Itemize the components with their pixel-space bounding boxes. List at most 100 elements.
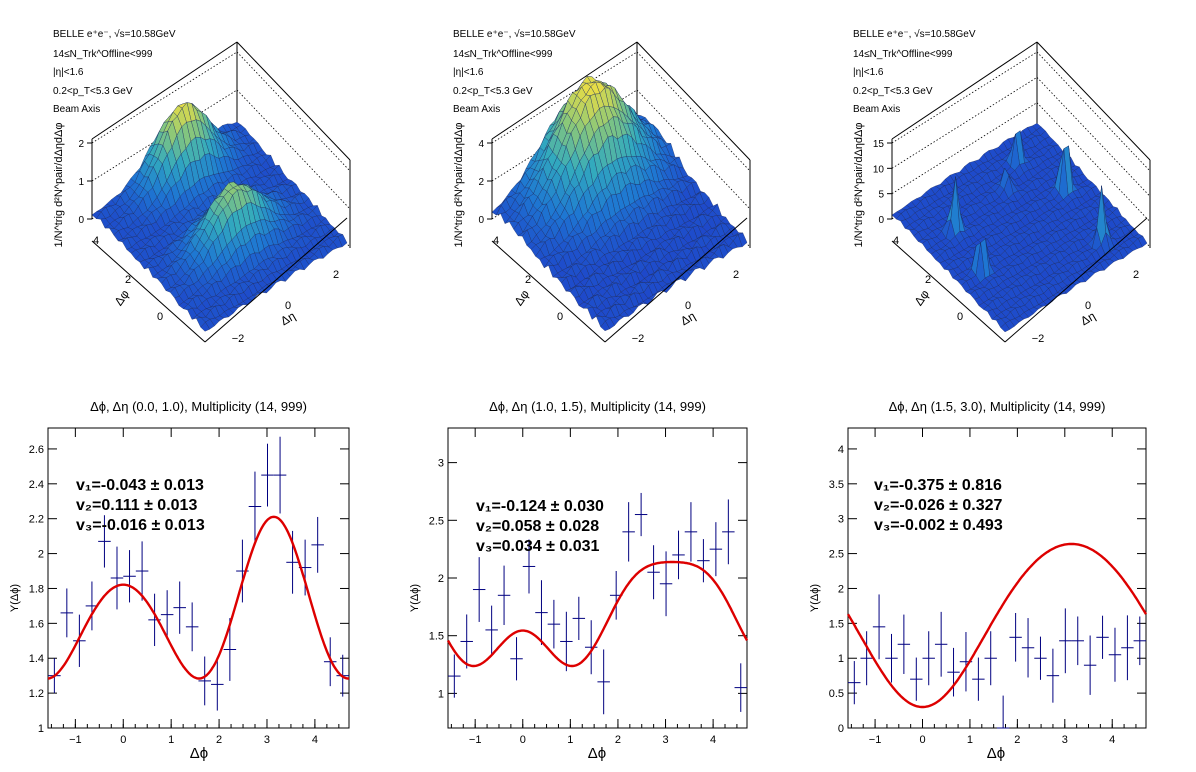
x-tick-label: 1 xyxy=(967,734,973,746)
wall-top-edge xyxy=(636,41,751,161)
info-line-1: BELLE e⁺e⁻, √s=10.58GeV xyxy=(53,28,176,40)
fit-label-v2: v₂=0.111 ± 0.013 xyxy=(76,497,197,514)
data-point xyxy=(448,654,461,698)
data-point xyxy=(547,599,561,649)
phi-axis xyxy=(91,240,206,343)
data-point xyxy=(947,647,960,697)
data-point xyxy=(885,633,898,683)
x-tick-label: 0 xyxy=(120,734,126,746)
y-tick-label: 1.6 xyxy=(29,618,44,630)
info-line-4: 0.2<p_T<5.3 GeV xyxy=(453,86,533,97)
phi-axis xyxy=(891,240,1006,343)
data-point xyxy=(1059,608,1072,674)
y-tick-label: 1.5 xyxy=(829,618,844,630)
data-point xyxy=(497,565,511,626)
plot-frame xyxy=(447,427,748,729)
fit-label-v1: v₁=-0.043 ± 0.013 xyxy=(76,477,204,494)
data-point xyxy=(160,590,174,640)
wall-gridline xyxy=(1036,77,1151,197)
y-tick-label: 2.5 xyxy=(429,515,444,527)
fit-panel-3: Δϕ, Δη (1.5, 3.0), Multiplicity (14, 999… xyxy=(809,399,1148,762)
y-tick-label: 1 xyxy=(38,723,44,735)
data-point xyxy=(684,502,698,562)
y-tick-label: 3 xyxy=(438,458,444,470)
info-line-3: |η|<1.6 xyxy=(453,67,484,78)
x-axis-label: Δϕ xyxy=(588,745,606,762)
eta-tick-label: −2 xyxy=(1032,333,1045,345)
data-point xyxy=(311,516,324,573)
data-point xyxy=(910,657,923,701)
data-point xyxy=(460,614,473,669)
data-point xyxy=(734,663,747,712)
data-point xyxy=(273,436,287,514)
y-tick-label: 3 xyxy=(838,514,844,526)
y-axis-label: Y(Δϕ) xyxy=(9,584,21,612)
panel-title: Δϕ, Δη (1.5, 3.0), Multiplicity (14, 999… xyxy=(889,399,1106,414)
x-axis-label: Δϕ xyxy=(987,745,1005,762)
info-line-4: 0.2<p_T<5.3 GeV xyxy=(53,86,133,97)
y-tick-label: 0 xyxy=(838,723,844,735)
eta-tick-label: −2 xyxy=(632,333,645,345)
phi-tick-label: 2 xyxy=(525,274,531,286)
wall-left-top-edge xyxy=(891,41,1038,140)
x-tick-label: 2 xyxy=(615,734,621,746)
wall-gridline xyxy=(1036,102,1151,222)
info-line-1: BELLE e⁺e⁻, √s=10.58GeV xyxy=(453,28,576,40)
wall-gridline xyxy=(91,51,238,144)
wall-left-top-edge xyxy=(91,41,238,140)
x-tick-label: 0 xyxy=(520,734,526,746)
wall-gridline xyxy=(1036,51,1151,172)
x-tick-label: 2 xyxy=(216,734,222,746)
fit-panel-2: Δϕ, Δη (1.0, 1.5), Multiplicity (14, 999… xyxy=(409,399,749,762)
info-line-3: |η|<1.6 xyxy=(853,67,884,78)
data-point xyxy=(1108,627,1122,682)
panel-title: Δϕ, Δη (1.0, 1.5), Multiplicity (14, 999… xyxy=(489,399,706,414)
wall-top-edge xyxy=(1036,41,1151,161)
x-tick-label: 3 xyxy=(264,734,270,746)
x-tick-label: 4 xyxy=(710,734,716,746)
eta-axis xyxy=(604,217,748,343)
info-line-5: Beam Axis xyxy=(453,104,500,115)
z-tick-label: 15 xyxy=(873,139,885,150)
eta-axis xyxy=(204,217,348,343)
data-point xyxy=(522,539,536,594)
wall-gridline xyxy=(891,102,1038,195)
data-point xyxy=(248,471,262,542)
data-point xyxy=(622,502,635,562)
data-point xyxy=(697,539,710,583)
eta-tick-label: 2 xyxy=(733,269,739,281)
fit-label-v3: v₃=-0.002 ± 0.493 xyxy=(874,517,1003,534)
fit-label-v1: v₁=-0.375 ± 0.816 xyxy=(874,477,1002,494)
x-tick-label: 4 xyxy=(312,734,318,746)
data-point xyxy=(722,499,735,565)
phi-tick-label: 0 xyxy=(957,311,963,323)
data-point xyxy=(98,515,111,568)
wall-gridline xyxy=(491,51,638,144)
y-tick-label: 2.5 xyxy=(829,549,844,561)
surface-mesh xyxy=(491,75,748,332)
z-tick-label: 10 xyxy=(873,164,885,175)
surface-mesh xyxy=(91,102,348,332)
data-point xyxy=(185,602,199,652)
data-point xyxy=(73,614,86,667)
info-line-2: 14≤N_Trk^Offline<999 xyxy=(53,49,153,60)
y-tick-label: 2 xyxy=(838,583,844,595)
y-tick-label: 1.8 xyxy=(29,583,44,595)
y-tick-label: 3.5 xyxy=(829,479,844,491)
data-point xyxy=(1121,615,1134,681)
z-tick-label: 4 xyxy=(478,139,484,150)
x-tick-label: 3 xyxy=(1062,734,1068,746)
data-point xyxy=(872,594,886,660)
wall-left-top-edge xyxy=(491,41,638,140)
z-axis-title: 1/N^trig d²N^pair/dΔηdΔφ xyxy=(453,122,465,247)
fit-curve xyxy=(846,542,1148,709)
x-tick-label: −1 xyxy=(469,734,482,746)
y-tick-label: 1.2 xyxy=(29,688,44,700)
data-point xyxy=(572,596,586,640)
panel-title: Δϕ, Δη (0.0, 1.0), Multiplicity (14, 999… xyxy=(90,399,307,414)
y-tick-label: 1 xyxy=(838,653,844,665)
data-point xyxy=(60,588,74,638)
data-point xyxy=(672,530,685,580)
data-point xyxy=(1021,618,1035,678)
